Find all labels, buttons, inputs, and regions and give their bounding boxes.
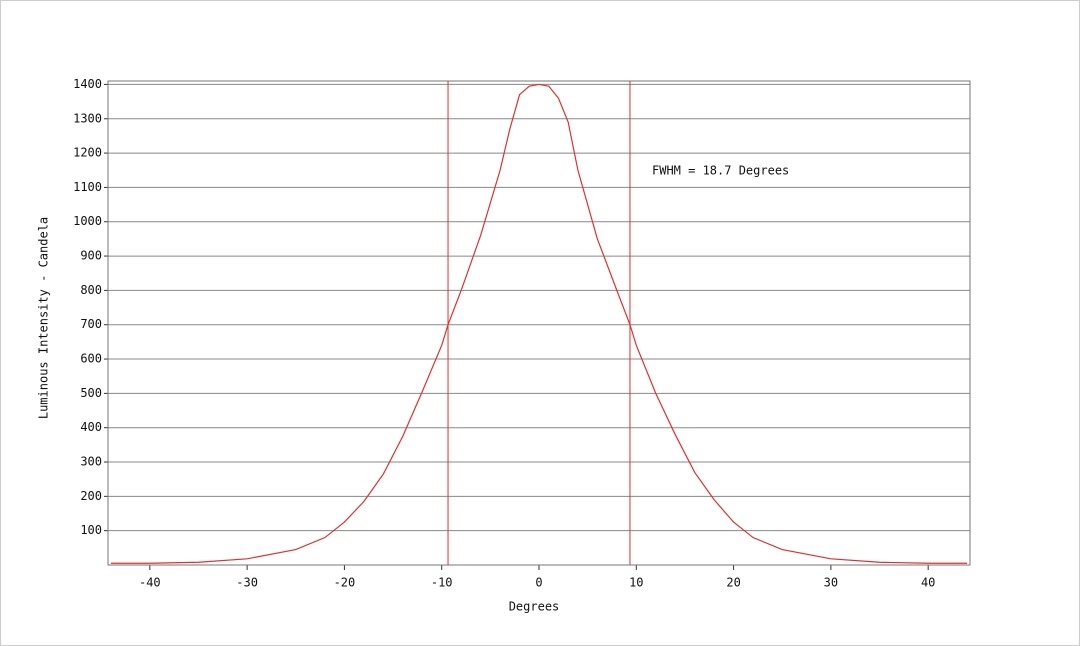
y-tick-label: 100	[80, 523, 102, 537]
y-tick-label: 600	[80, 352, 102, 366]
y-tick-label: 300	[80, 455, 102, 469]
y-tick-label: 1200	[73, 146, 102, 160]
y-tick-label: 1000	[73, 214, 102, 228]
y-tick-label: 1300	[73, 111, 102, 125]
x-tick-label: -10	[431, 576, 453, 590]
x-tick-label: 10	[629, 576, 643, 590]
x-tick-label: -40	[139, 576, 161, 590]
y-tick-label: 1400	[73, 77, 102, 91]
y-tick-label: 500	[80, 386, 102, 400]
y-tick-label: 200	[80, 489, 102, 503]
y-tick-label: 1100	[73, 180, 102, 194]
x-tick-label: 0	[535, 576, 542, 590]
y-tick-label: 700	[80, 317, 102, 331]
annotation: FWHM = 18.7 Degrees	[652, 164, 789, 178]
x-tick-label: 40	[921, 576, 935, 590]
x-tick-label: -30	[236, 576, 258, 590]
x-tick-label: 20	[726, 576, 740, 590]
x-tick-label: -20	[334, 576, 356, 590]
x-axis-label: Degrees	[509, 600, 560, 614]
y-tick-label: 400	[80, 420, 102, 434]
plot-frame	[107, 80, 971, 566]
x-tick-label: 30	[824, 576, 838, 590]
y-tick-label: 800	[80, 283, 102, 297]
y-tick-label: 900	[80, 249, 102, 263]
curve	[110, 83, 968, 564]
y-axis-label: Luminous Intensity - Candela	[37, 217, 51, 419]
